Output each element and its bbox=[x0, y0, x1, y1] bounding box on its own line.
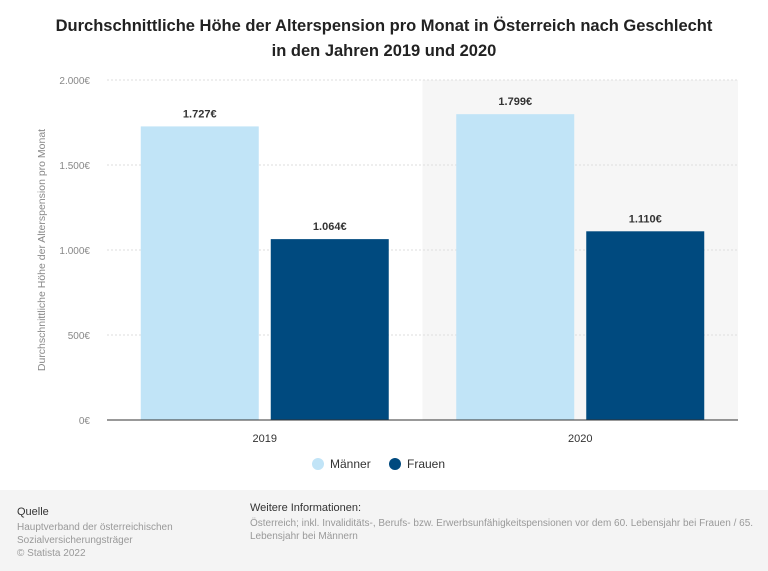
info-heading: Weitere Informationen: bbox=[250, 502, 362, 514]
y-axis-label: Durchschnittliche Höhe der Alterspension… bbox=[36, 129, 48, 371]
copyright: © Statista 2022 bbox=[17, 548, 86, 559]
title-line-1: Durchschnittliche Höhe der Alterspension… bbox=[55, 17, 713, 35]
y-tick-label: 2.000€ bbox=[59, 76, 90, 87]
source-block: Quelle Hauptverband der österreichischen… bbox=[17, 506, 173, 560]
chart-title: Durchschnittliche Höhe der Alterspension… bbox=[0, 14, 768, 64]
bar-frauen-2019 bbox=[270, 239, 389, 420]
info-block: Weitere Informationen: Österreich; inkl.… bbox=[250, 502, 755, 543]
x-tick-label: 2020 bbox=[568, 433, 592, 445]
legend-label: Männer bbox=[330, 457, 371, 471]
data-label: 1.799€ bbox=[498, 96, 532, 108]
source-line: Sozialversicherungsträger bbox=[17, 535, 133, 546]
legend-marker-männer bbox=[312, 458, 324, 470]
source-line: Hauptverband der österreichischen bbox=[17, 522, 173, 533]
y-tick-label: 1.500€ bbox=[59, 161, 90, 172]
data-label: 1.727€ bbox=[183, 108, 217, 120]
title-line-2: in den Jahren 2019 und 2020 bbox=[271, 42, 497, 60]
info-text: Österreich; inkl. Invaliditäts-, Berufs-… bbox=[250, 518, 754, 542]
x-tick-label: 2019 bbox=[253, 433, 277, 445]
y-tick-label: 1.000€ bbox=[59, 246, 90, 257]
y-tick-label: 0€ bbox=[79, 416, 91, 427]
source-heading: Quelle bbox=[17, 506, 49, 518]
y-tick-label: 500€ bbox=[68, 331, 91, 342]
bar-männer-2019 bbox=[140, 126, 259, 420]
bar-frauen-2020 bbox=[586, 231, 705, 420]
data-label: 1.110€ bbox=[629, 213, 662, 225]
legend-label: Frauen bbox=[407, 457, 445, 471]
data-label: 1.064€ bbox=[313, 221, 347, 233]
bar-chart: 0€ 500€ 1.000€ 1.500€ 2.000€ Durchschnittlich… bbox=[36, 76, 738, 471]
footer: Quelle Hauptverband der österreichischen… bbox=[0, 490, 768, 571]
bar-männer-2020 bbox=[456, 114, 575, 421]
legend-marker-frauen bbox=[389, 458, 401, 470]
